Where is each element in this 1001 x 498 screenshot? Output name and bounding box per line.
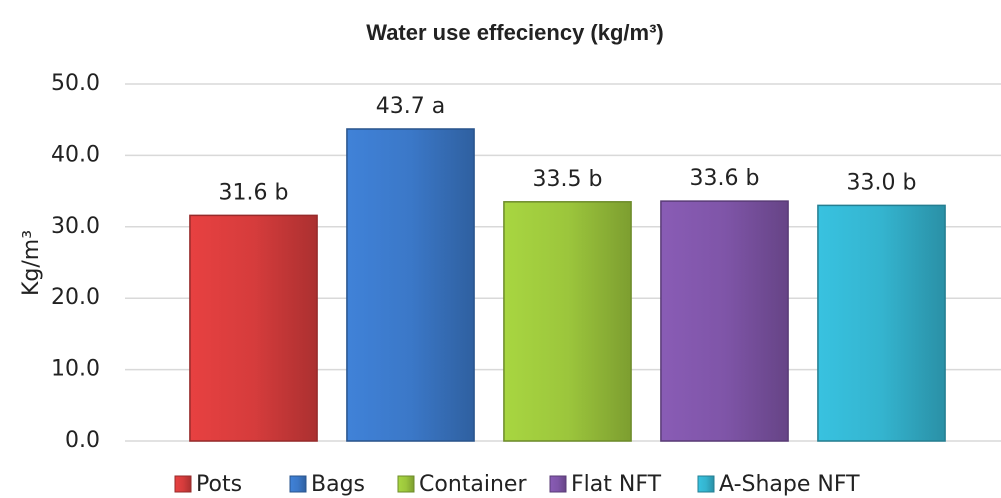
y-tick-label: 50.0 <box>51 71 100 96</box>
legend-label: A-Shape NFT <box>719 472 860 497</box>
bar <box>346 128 475 442</box>
y-tick-label: 20.0 <box>51 285 100 310</box>
data-label: 33.0 b <box>847 170 917 195</box>
bar <box>660 200 789 442</box>
legend-label: Container <box>419 472 527 497</box>
legend-swatch <box>697 475 715 493</box>
bar <box>817 204 946 442</box>
y-tick-label: 0.0 <box>65 428 100 453</box>
data-label: 33.6 b <box>690 166 760 191</box>
data-label: 31.6 b <box>219 180 289 205</box>
legend-swatch <box>549 475 567 493</box>
legend-label: Flat NFT <box>571 472 662 497</box>
legend-swatch <box>174 475 192 493</box>
bar <box>189 214 318 442</box>
bar <box>503 201 632 442</box>
y-axis-label: Kg/m³ <box>19 230 44 296</box>
legend-label: Bags <box>311 472 365 497</box>
data-label: 43.7 a <box>376 94 445 119</box>
legend-swatch <box>289 475 307 493</box>
data-label: 33.5 b <box>533 167 603 192</box>
legend-swatch <box>397 475 415 493</box>
chart-title: Water use effeciency (kg/m³) <box>366 20 664 45</box>
y-tick-label: 10.0 <box>51 357 100 382</box>
legend-label: Pots <box>196 472 242 497</box>
y-tick-label: 30.0 <box>51 214 100 239</box>
y-tick-label: 40.0 <box>51 142 100 167</box>
